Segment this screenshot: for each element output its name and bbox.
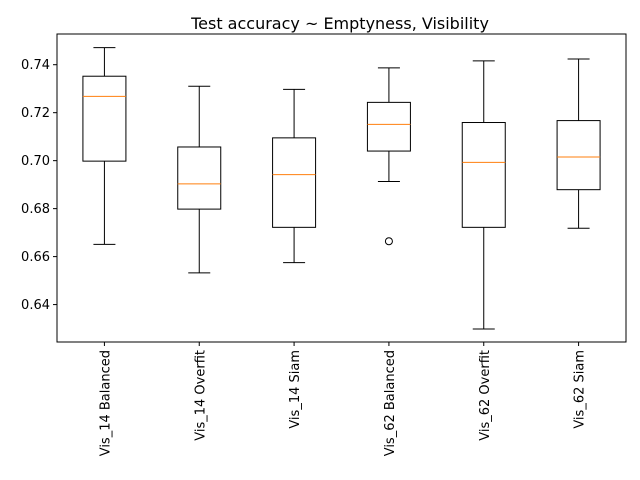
x-tick-label: Vis_62 Siam xyxy=(573,350,588,429)
box-iqr xyxy=(272,137,317,228)
y-tick-label: 0.74 xyxy=(21,58,50,73)
box-group xyxy=(556,58,601,229)
box-group xyxy=(177,85,222,274)
x-tick-label: Vis_62 Balanced xyxy=(383,350,398,456)
chart-title: Test accuracy ~ Emptyness, Visibility xyxy=(190,14,489,33)
x-tick-label: Vis_14 Siam xyxy=(288,350,303,429)
plot-area xyxy=(82,47,601,330)
outlier-point xyxy=(384,237,393,246)
box-group xyxy=(461,60,506,330)
y-axis: 0.64 0.66 0.68 0.70 0.72 0.74 xyxy=(21,58,57,313)
y-tick-label: 0.68 xyxy=(21,202,50,217)
box-iqr xyxy=(366,101,411,152)
y-tick-label: 0.66 xyxy=(21,250,50,265)
box-iqr xyxy=(177,146,222,210)
x-axis: Vis_14 Balanced Vis_14 Overfit Vis_14 Siam… xyxy=(98,342,588,456)
x-tick-label: Vis_14 Balanced xyxy=(98,350,113,456)
x-tick-label: Vis_62 Overfit xyxy=(478,350,493,441)
x-tick-label: Vis_14 Overfit xyxy=(193,350,208,441)
axes-frame xyxy=(56,33,627,343)
y-tick-label: 0.64 xyxy=(21,298,50,313)
y-tick-label: 0.70 xyxy=(21,154,50,169)
box-group xyxy=(366,67,411,246)
y-tick-label: 0.72 xyxy=(21,106,50,121)
box-iqr xyxy=(556,120,601,191)
box-iqr xyxy=(461,122,506,228)
box-iqr xyxy=(82,75,127,162)
box-group xyxy=(82,47,127,245)
box-group xyxy=(272,88,317,264)
